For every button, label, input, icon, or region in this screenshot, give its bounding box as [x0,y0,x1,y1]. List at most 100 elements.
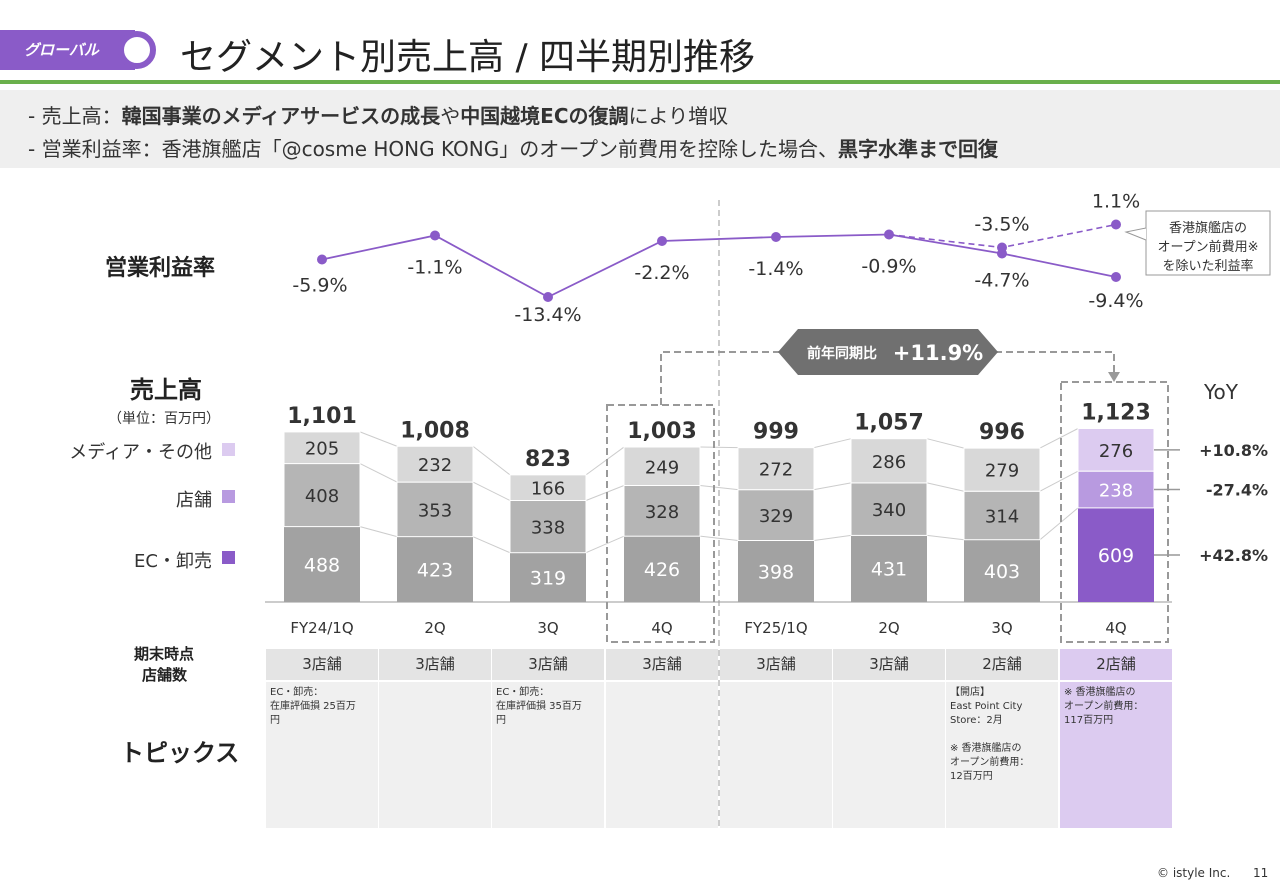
legend-swatch-ec [222,551,235,564]
bar-ec-wholesale [851,535,927,602]
data-label: 488 [304,554,340,576]
yoy-callout-label: 前年同期比 [807,345,877,362]
topic-cell [606,682,718,828]
margin-label: -2.2% [634,262,689,284]
yoy-value: +42.8% [1199,546,1268,565]
legend-ec: EC・卸売 [134,551,212,572]
total-label: 1,057 [854,411,924,436]
data-label: 314 [985,506,1019,527]
bar-media-other [283,431,361,465]
adjusted-margin-label: -3.5% [974,214,1029,236]
data-label: 232 [418,455,452,476]
adjusted-note-box [1145,210,1271,276]
margin-point [771,232,781,242]
connector-line [926,482,965,492]
store-count-cell: 3店舗 [606,649,718,680]
bar-media-other [509,474,587,501]
topic-cell: EC・卸売： 在庫評価損 25百万 円 [266,682,378,828]
title-divider [0,80,1280,84]
connector-line [813,482,852,491]
connector-line [699,446,739,449]
connector-line [585,485,625,501]
stores-row-label-2: 店舗数 [142,666,188,684]
arrow-down-icon [1108,372,1120,382]
store-count-cell: 3店舗 [379,649,491,680]
margin-label: -5.9% [292,275,347,297]
bar-media-other [737,447,815,491]
connector-line [472,536,511,554]
data-label: 276 [1099,441,1133,462]
total-label: 999 [753,420,799,445]
data-label: 238 [1099,481,1133,502]
bar-ec-wholesale [1078,507,1154,602]
topics-row-label: トピックス [120,739,240,767]
bar-media-other [963,447,1041,492]
store-count-cell: 3店舗 [492,649,604,680]
legend-store: 店舗 [176,490,212,511]
data-label: 423 [417,559,453,581]
bar-ec-wholesale [738,540,814,602]
total-label: 1,003 [627,419,697,444]
bar-store [850,482,928,536]
margin-point [657,236,667,246]
yoy-connector-left [660,351,782,405]
x-tick-label: FY24/1Q [290,619,353,637]
segment-tag: グローバル [0,30,135,70]
margin-point [543,292,553,302]
bar-media-other [623,446,701,487]
adjusted-note-pointer [1124,227,1147,241]
summary-bullet-margin: - 営業利益率：香港旗艦店「@cosme HONG KONG」のオープン前費用を… [28,137,998,161]
connector-line [699,535,739,542]
adjusted-note-text: 香港旗艦店の [1169,220,1247,236]
connector-line [359,463,398,483]
bar-ec-wholesale [284,526,360,602]
connector-line [1039,507,1079,541]
bar-ec-wholesale [397,536,473,602]
data-label: 426 [644,559,680,581]
topic-cell: 【開店】 East Point City Store：2月 ※ 香港旗艦店の オ… [946,682,1058,828]
data-label: 166 [531,479,565,500]
connector-line [585,446,625,476]
connector-line [472,445,511,476]
margin-point [1111,272,1121,282]
x-tick-label: 3Q [537,619,558,637]
yoy-callout-badge [778,329,998,375]
bar-store [396,481,474,538]
total-label: 1,101 [287,404,357,429]
page-number: 11 [1253,866,1269,880]
store-count-cell: 2店舗 [1060,649,1172,680]
margin-label: -13.4% [514,304,581,326]
connector-line [359,526,398,538]
connector-line [1039,428,1079,449]
adjusted-note-text: オープン前費用※ [1157,239,1258,255]
store-count-cell: 3店舗 [266,649,378,680]
connector-line [926,438,965,449]
data-label: 279 [985,461,1019,482]
margin-row-label: 営業利益率 [105,256,216,281]
data-label: 353 [418,500,452,521]
margin-line [321,233,1117,299]
yoy-callout-value: +11.9% [893,341,983,365]
store-count-cell: 3店舗 [833,649,945,680]
total-label: 1,123 [1081,400,1151,425]
bar-media-other [850,438,928,484]
circle-icon [118,31,156,69]
connector-line [926,534,965,541]
yoy-connector-right [995,351,1115,375]
yoy-value: -27.4% [1206,481,1268,500]
store-count-cell: 3店舗 [720,649,832,680]
data-label: 328 [645,502,679,523]
total-label: 1,008 [400,418,470,443]
connector-line [1039,470,1079,492]
unit-label: （単位：百万円） [108,411,220,427]
data-label: 609 [1098,545,1134,567]
x-tick-label: 2Q [424,619,445,637]
highlight-box-fy24-4q [606,404,715,643]
data-label: 286 [872,452,906,473]
margin-label: -1.4% [748,258,803,280]
connector-line [699,485,739,491]
stores-row-label-1: 期末時点 [134,645,195,663]
store-count-cell: 2店舗 [946,649,1058,680]
topic-cell: EC・卸売： 在庫評価損 35百万 円 [492,682,604,828]
